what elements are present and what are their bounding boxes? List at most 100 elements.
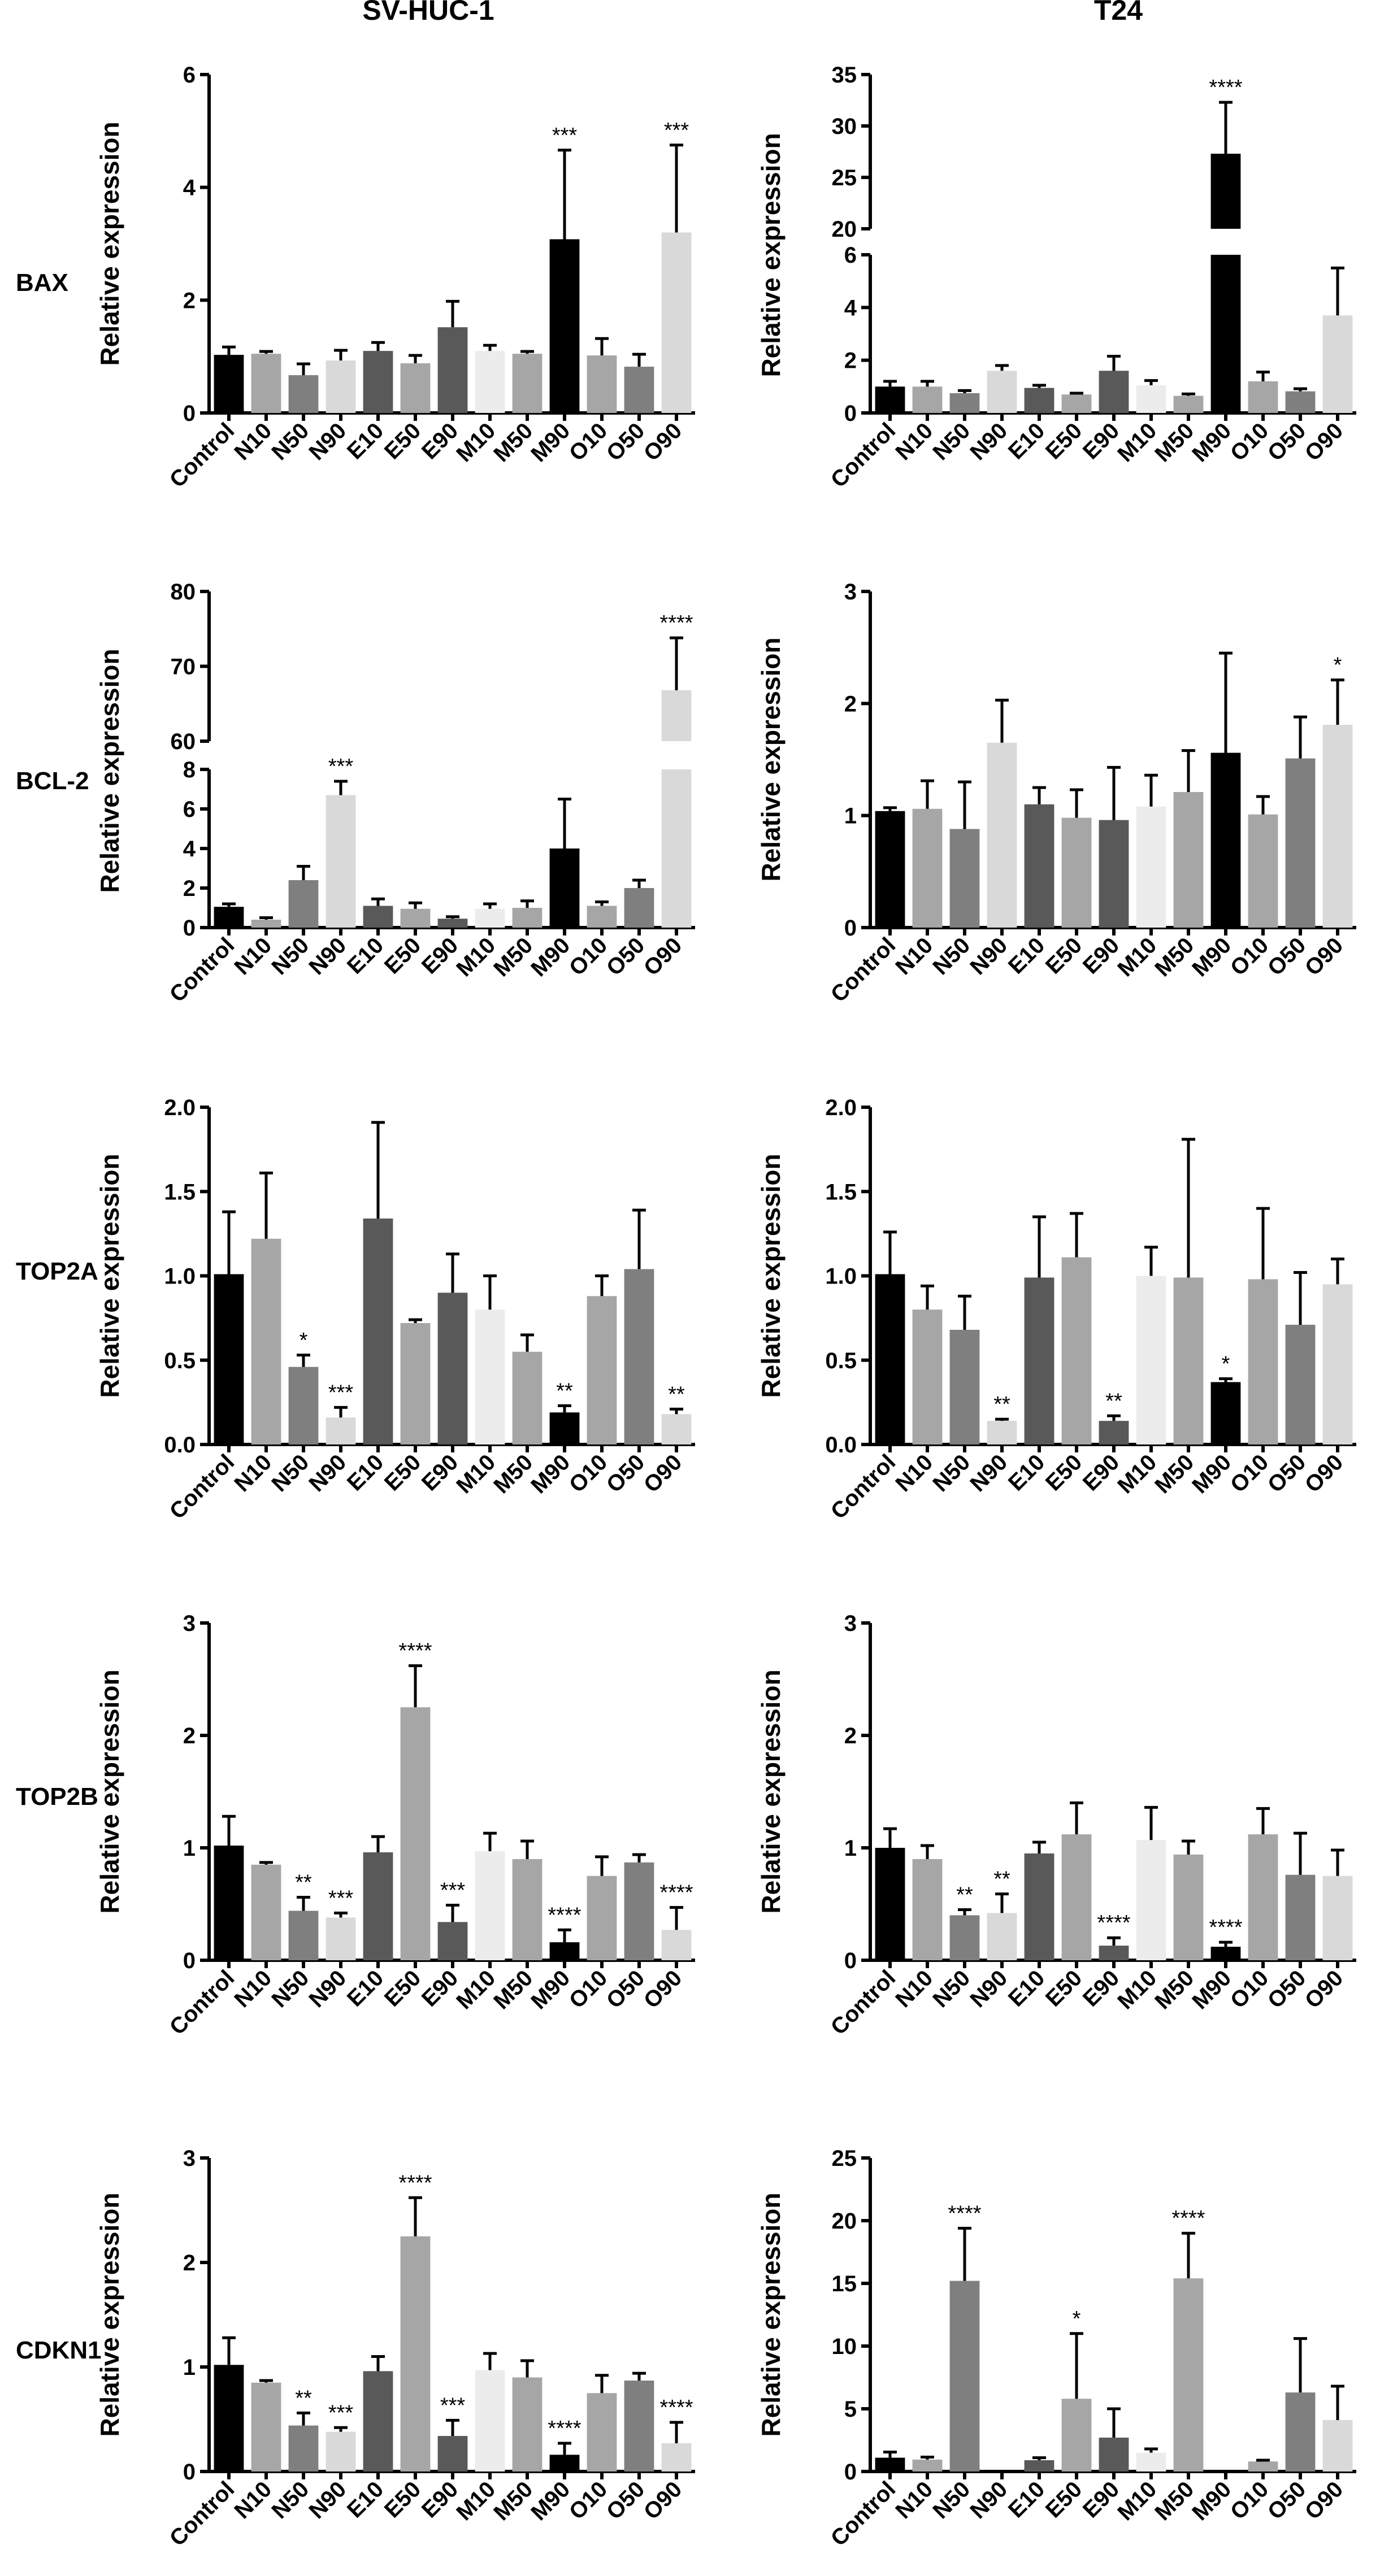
bar-m90 (1210, 1382, 1241, 1444)
x-tick-label-control: Control (826, 418, 901, 493)
y-tick-label: 8 (183, 758, 196, 782)
y-tick-label: 25 (832, 166, 857, 190)
bar-m50 (1173, 1277, 1204, 1444)
x-tick-label-n90: N90 (965, 1965, 1012, 2012)
bar-o50 (624, 1862, 654, 1960)
y-axis-label: Relative expression (95, 1154, 124, 1398)
bar-o90 (1322, 1876, 1353, 1960)
y-tick-label: 0 (844, 2460, 857, 2484)
x-tick-label-e10: E10 (342, 2477, 388, 2522)
y-tick-label: 3 (183, 2146, 196, 2171)
significance-m90: **** (548, 1903, 581, 1927)
bar-m50 (512, 908, 543, 928)
bar-m50 (512, 1351, 543, 1444)
bar-o50 (624, 888, 654, 928)
bar-e90 (1099, 1421, 1129, 1444)
bar-o90 (661, 232, 692, 413)
bar-o10 (587, 1876, 617, 1960)
y-tick-label: 6 (844, 243, 857, 268)
bar-n10 (912, 386, 943, 413)
significance-e90: *** (440, 2394, 466, 2417)
significance-n90: *** (328, 1886, 354, 1910)
bar-e10 (1024, 804, 1054, 928)
x-tick-label-o10: O10 (1226, 1450, 1274, 1498)
bar-m50 (1173, 2278, 1204, 2471)
y-tick-label: 0.5 (825, 1348, 857, 1373)
x-tick-label-e50: E50 (1041, 2477, 1087, 2522)
significance-e50: **** (398, 1639, 432, 1663)
bar-n50 (949, 1330, 980, 1444)
y-tick-label: 1 (183, 2355, 196, 2380)
y-tick-label: 5 (844, 2397, 857, 2422)
bar-n90 (987, 742, 1017, 928)
bar-m90 (1210, 1947, 1241, 1960)
y-tick-label: 80 (171, 580, 196, 604)
bar-o50 (624, 2381, 654, 2471)
bar-m50 (1173, 792, 1204, 928)
bar-m50 (512, 354, 543, 413)
bar-m10 (475, 1309, 505, 1444)
x-tick-label-n50: N50 (267, 1450, 314, 1496)
x-tick-label-e10: E10 (1004, 418, 1049, 464)
x-tick-label-o10: O10 (1226, 2477, 1274, 2525)
bar-n10 (251, 2382, 281, 2471)
x-tick-label-o50: O50 (1263, 1450, 1311, 1498)
x-tick-label-e10: E10 (342, 1965, 388, 2011)
x-tick-label-n10: N10 (229, 418, 276, 465)
x-tick-label-o90: O90 (639, 933, 687, 981)
bar-n50 (288, 1911, 319, 1960)
y-tick-label: 10 (832, 2334, 857, 2359)
x-tick-label-n10: N10 (229, 2477, 276, 2523)
x-tick-label-m90: M90 (526, 418, 575, 467)
bar-n10 (251, 1238, 281, 1444)
bar-o10 (1248, 1834, 1278, 1960)
x-tick-label-o50: O50 (602, 2477, 650, 2525)
bar-e10 (1024, 1277, 1054, 1444)
bar-e10 (1024, 2460, 1054, 2471)
bar-control (214, 2365, 244, 2471)
bar-o90 (1322, 315, 1353, 413)
x-tick-label-e10: E10 (1004, 1965, 1049, 2011)
y-tick-label: 4 (183, 176, 196, 201)
bar-m90 (549, 239, 580, 413)
bar-o10 (587, 1296, 617, 1444)
y-tick-label: 3 (844, 580, 857, 604)
x-tick-label-m10: M10 (452, 1450, 500, 1498)
x-tick-label-e10: E10 (1004, 2477, 1049, 2522)
significance-n90: *** (328, 1381, 354, 1404)
y-tick-label: 6 (183, 63, 196, 88)
y-tick-label: 4 (183, 837, 196, 861)
x-tick-label-control: Control (826, 1450, 901, 1524)
x-tick-label-o10: O10 (1226, 933, 1274, 981)
significance-e90: **** (1097, 1911, 1130, 1935)
bar-e90 (1099, 2438, 1129, 2471)
y-axis-label: Relative expression (95, 2192, 124, 2436)
bar-o90-upper (661, 690, 692, 741)
y-tick-label: 1.5 (825, 1180, 857, 1204)
x-tick-label-m90: M90 (526, 1965, 575, 2014)
x-tick-label-m50: M50 (489, 1450, 537, 1498)
y-tick-label: 30 (832, 114, 857, 139)
x-tick-label-e90: E90 (417, 933, 463, 978)
x-tick-label-control: Control (165, 1965, 240, 2040)
x-tick-label-n50: N50 (267, 2477, 314, 2523)
x-tick-label-control: Control (165, 933, 240, 1007)
x-tick-label-m50: M50 (489, 933, 537, 981)
row-label-bax: BAX (16, 269, 68, 297)
bar-e90 (1099, 371, 1129, 413)
bar-m10 (1136, 806, 1166, 928)
bar-e10 (363, 351, 393, 413)
y-axis-label: Relative expression (756, 1669, 786, 1913)
bar-n10 (912, 1859, 943, 1960)
x-tick-label-e10: E10 (342, 933, 388, 978)
x-tick-label-n10: N10 (229, 933, 276, 980)
x-tick-label-e50: E50 (1041, 933, 1087, 978)
bar-o90 (1322, 725, 1353, 928)
bar-o50 (1285, 1325, 1316, 1444)
bar-control (214, 355, 244, 413)
y-tick-label: 20 (832, 217, 857, 242)
bar-m10 (475, 351, 505, 413)
significance-n50: * (300, 1329, 308, 1352)
